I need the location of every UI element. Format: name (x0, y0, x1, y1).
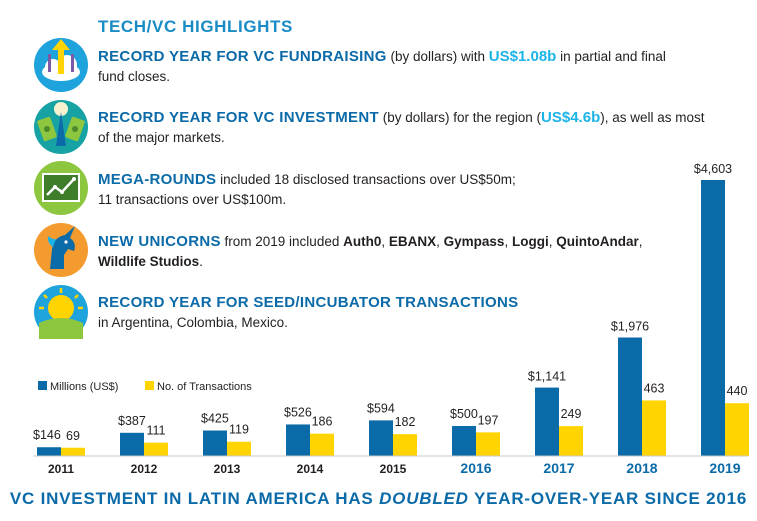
label-millions-2013: $425 (201, 412, 229, 426)
unicorn-icon (34, 223, 88, 277)
bottom-caption: VC INVESTMENT IN LATIN AMERICA HAS DOUBL… (9, 489, 748, 508)
highlight-value: US$1.08b (488, 48, 557, 65)
investment-icon (34, 100, 88, 154)
label-millions-2012: $387 (118, 414, 146, 428)
highlight-title: RECORD YEAR FOR VC FUNDRAISING (98, 48, 387, 65)
highlight-mega-rounds: MEGA-ROUNDS included 18 disclosed transa… (98, 171, 516, 207)
label-millions-2019: $4,603 (694, 162, 732, 176)
legend-swatch-millions (38, 381, 47, 390)
bar-millions-2019 (701, 180, 725, 456)
x-tick-2017: 2017 (543, 460, 574, 476)
bar-millions-2011 (37, 447, 61, 456)
highlight-title: MEGA-ROUNDS (98, 171, 217, 188)
bar-transactions-2014 (310, 433, 334, 456)
legend-label-transactions: No. of Transactions (157, 381, 252, 393)
emphasis-word: DOUBLED (379, 489, 469, 508)
bar-transactions-2018 (642, 400, 666, 456)
highlight-fundraising: RECORD YEAR FOR VC FUNDRAISING (by dolla… (98, 48, 666, 84)
highlight-unicorns: NEW UNICORNS from 2019 included Auth0, E… (98, 233, 643, 269)
label-transactions-2017: 249 (561, 407, 582, 421)
bar-millions-2016 (452, 426, 476, 456)
mega-rounds-icon (34, 161, 88, 215)
legend-swatch-transactions (145, 381, 154, 390)
label-transactions-2016: 197 (478, 413, 499, 427)
x-tick-2015: 2015 (380, 462, 407, 476)
label-millions-2011: $146 (33, 428, 61, 442)
bar-transactions-2016 (476, 432, 500, 456)
x-tick-2019: 2019 (709, 460, 740, 476)
bar-transactions-2012 (144, 442, 168, 456)
label-millions-2015: $594 (367, 401, 395, 415)
highlight-seed: RECORD YEAR FOR SEED/INCUBATOR TRANSACTI… (98, 294, 519, 330)
bar-transactions-2019 (725, 403, 749, 456)
bar-transactions-2011 (61, 447, 85, 456)
bar-millions-2018 (618, 337, 642, 456)
label-transactions-2013: 119 (229, 423, 249, 437)
bar-millions-2014 (286, 424, 310, 456)
highlight-investment: RECORD YEAR FOR VC INVESTMENT (by dollar… (98, 109, 705, 145)
bar-millions-2013 (203, 430, 227, 456)
label-transactions-2018: 463 (644, 381, 665, 395)
highlight-title: RECORD YEAR FOR VC INVESTMENT (98, 109, 379, 126)
label-transactions-2011: 69 (66, 429, 80, 443)
section-heading: TECH/VC HIGHLIGHTS (98, 17, 293, 36)
x-tick-2012: 2012 (131, 462, 158, 476)
bar-transactions-2013 (227, 441, 251, 456)
x-tick-2016: 2016 (460, 460, 491, 476)
bar-millions-2015 (369, 420, 393, 456)
bar-transactions-2017 (559, 426, 583, 456)
label-transactions-2012: 111 (146, 424, 165, 438)
label-transactions-2019: 440 (727, 384, 748, 398)
highlight-title: RECORD YEAR FOR SEED/INCUBATOR TRANSACTI… (98, 294, 519, 311)
bar-millions-2017 (535, 387, 559, 456)
bar-millions-2012 (120, 432, 144, 456)
x-tick-2014: 2014 (297, 462, 324, 476)
label-millions-2018: $1,976 (611, 320, 649, 334)
x-tick-2018: 2018 (626, 460, 657, 476)
x-tick-2011: 2011 (48, 462, 74, 476)
fundraising-icon (34, 38, 88, 92)
seed-icon (34, 285, 88, 339)
label-millions-2017: $1,141 (528, 370, 566, 384)
highlight-title: NEW UNICORNS (98, 233, 221, 250)
highlight-value: US$4.6b (541, 109, 601, 126)
label-transactions-2015: 182 (395, 415, 416, 429)
label-millions-2016: $500 (450, 407, 478, 421)
label-transactions-2014: 186 (312, 415, 333, 429)
x-tick-2013: 2013 (214, 462, 241, 476)
label-millions-2014: $526 (284, 405, 312, 419)
bar-transactions-2015 (393, 434, 417, 456)
legend-label-millions: Millions (US$) (50, 381, 118, 393)
